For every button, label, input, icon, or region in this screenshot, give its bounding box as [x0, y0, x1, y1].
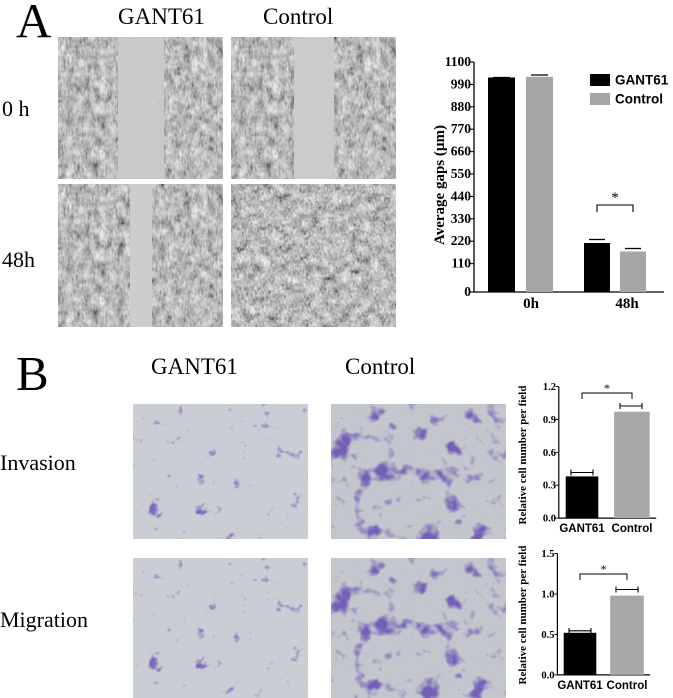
svg-text:110: 110: [451, 256, 471, 271]
svg-text:*: *: [611, 190, 619, 206]
svg-text:550: 550: [451, 166, 472, 181]
svg-text:*: *: [601, 562, 607, 576]
svg-text:880: 880: [451, 99, 472, 114]
svg-text:GANT61: GANT61: [557, 680, 603, 692]
svg-text:Control: Control: [612, 523, 653, 535]
svg-text:GANT61: GANT61: [559, 523, 605, 535]
svg-text:1.5: 1.5: [541, 549, 554, 560]
svg-text:660: 660: [451, 144, 472, 159]
svg-text:770: 770: [451, 121, 472, 136]
svg-text:0.6: 0.6: [543, 448, 556, 459]
svg-text:Relative cell number per field: Relative cell number per field: [517, 546, 529, 685]
svg-text:0.9: 0.9: [543, 415, 556, 426]
svg-text:Average gaps (µm): Average gaps (µm): [432, 125, 448, 245]
svg-text:1100: 1100: [445, 54, 472, 69]
svg-text:0.3: 0.3: [543, 481, 556, 492]
svg-text:1.0: 1.0: [541, 590, 554, 601]
svg-text:0.0: 0.0: [541, 670, 554, 681]
svg-text:0.5: 0.5: [541, 630, 554, 641]
svg-text:Control: Control: [615, 92, 663, 107]
svg-text:Relative cell number per field: Relative cell number per field: [517, 386, 529, 525]
svg-text:220: 220: [451, 233, 472, 248]
svg-text:Control: Control: [607, 680, 648, 692]
svg-text:0.0: 0.0: [543, 514, 556, 525]
svg-text:*: *: [604, 381, 610, 395]
svg-text:990: 990: [451, 76, 472, 91]
svg-text:1.2: 1.2: [543, 382, 556, 393]
svg-text:48h: 48h: [615, 296, 639, 312]
svg-text:0h: 0h: [523, 296, 540, 312]
svg-text:330: 330: [451, 211, 472, 226]
svg-text:GANT61: GANT61: [615, 73, 669, 88]
svg-text:440: 440: [451, 188, 472, 203]
